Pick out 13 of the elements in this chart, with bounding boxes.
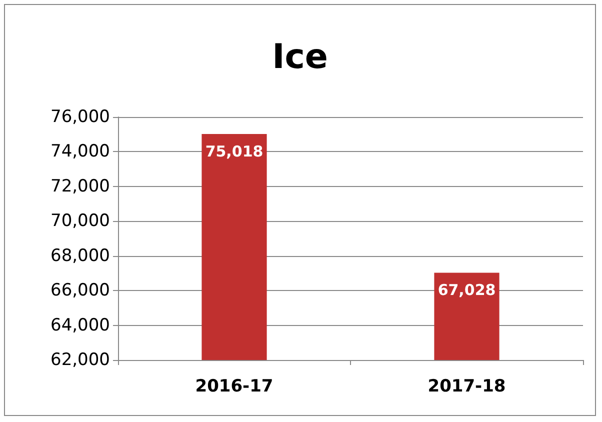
y-tick-label: 76,000 bbox=[50, 107, 110, 127]
y-tick-label: 70,000 bbox=[50, 211, 110, 232]
data-label: 75,018 bbox=[205, 142, 264, 161]
y-tick-label: 66,000 bbox=[50, 280, 110, 301]
y-tick-label: 68,000 bbox=[50, 246, 110, 266]
x-tick-label: 2017-18 bbox=[428, 376, 506, 396]
chart-title: Ice bbox=[272, 37, 328, 77]
x-tick-label: 2016-17 bbox=[195, 376, 274, 396]
y-tick-label: 62,000 bbox=[50, 350, 110, 370]
y-tick-label: 64,000 bbox=[50, 315, 110, 336]
y-tick-label: 72,000 bbox=[50, 176, 110, 196]
data-label: 67,028 bbox=[438, 281, 496, 300]
y-tick-label: 74,000 bbox=[50, 142, 110, 162]
